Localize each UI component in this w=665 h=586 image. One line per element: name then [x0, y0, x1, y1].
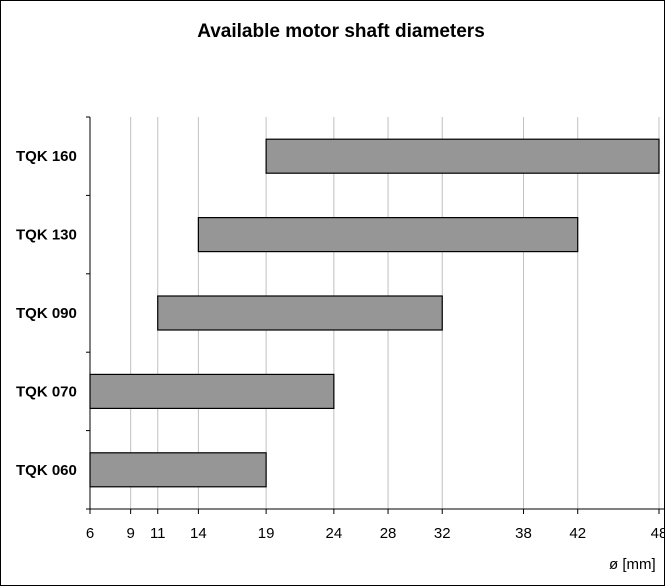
bar-tqk-130	[197, 217, 579, 253]
x-tick-label-24: 24	[326, 525, 343, 542]
x-tick-label-11: 11	[150, 525, 166, 542]
x-tick-label-38: 38	[515, 525, 532, 542]
x-tick-label-32: 32	[434, 525, 451, 542]
x-axis-title: ø [mm]	[609, 556, 656, 573]
x-tick-label-19: 19	[258, 525, 275, 542]
bar-tqk-060	[89, 452, 267, 488]
x-tick-label-9: 9	[126, 525, 134, 542]
x-tick-label-6: 6	[86, 525, 94, 542]
x-tick-label-48: 48	[651, 525, 665, 542]
chart-title: Available motor shaft diameters	[197, 21, 485, 42]
x-tick-label-28: 28	[380, 525, 397, 542]
category-label-tqk-130: TQK 130	[16, 227, 77, 244]
category-label-tqk-070: TQK 070	[16, 383, 77, 400]
category-label-tqk-060: TQK 060	[16, 462, 77, 479]
bar-tqk-090	[157, 295, 443, 331]
bar-tqk-070	[89, 373, 335, 409]
category-label-tqk-160: TQK 160	[16, 148, 77, 165]
category-label-tqk-090: TQK 090	[16, 305, 77, 322]
bar-tqk-160	[265, 138, 660, 174]
x-tick-label-42: 42	[569, 525, 586, 542]
x-tick-label-14: 14	[190, 525, 207, 542]
